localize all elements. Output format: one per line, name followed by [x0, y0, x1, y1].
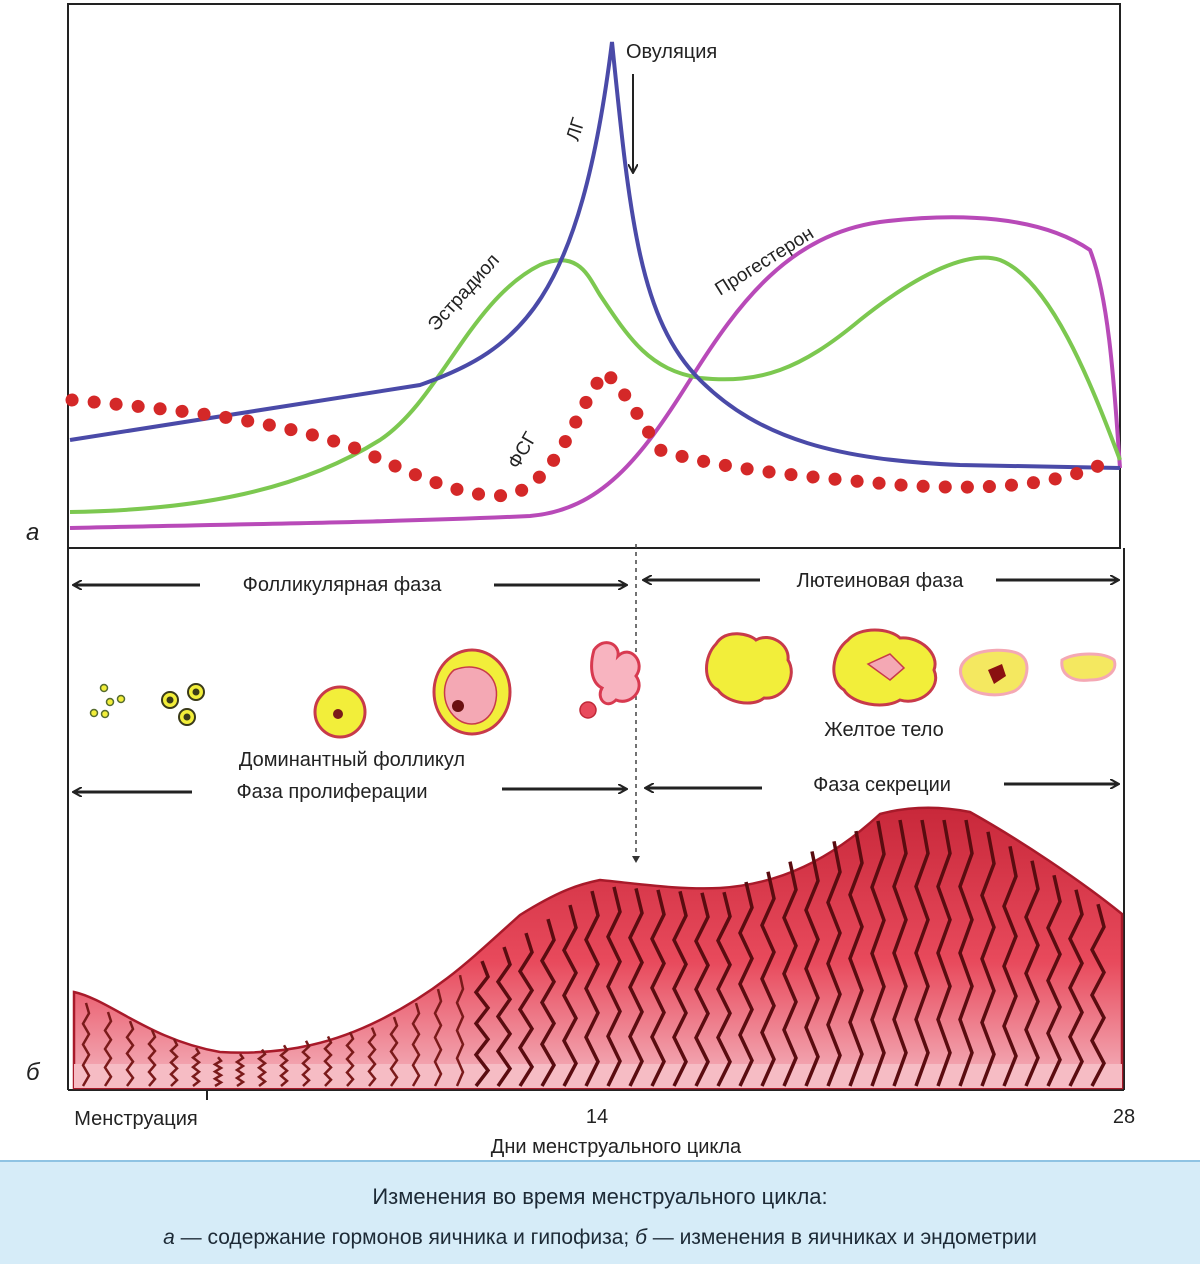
caption-b-text: — изменения в яичниках и эндометрии	[646, 1226, 1037, 1249]
endometrial-gland	[1090, 903, 1106, 1087]
endometrial-gland	[936, 819, 952, 1087]
endometrial-gland	[848, 830, 864, 1087]
caption-b-letter: б	[635, 1226, 647, 1249]
progesterone-curve	[69, 215, 1122, 530]
endometrial-gland	[980, 831, 996, 1087]
endometrial-gland	[81, 1002, 91, 1087]
dominant-follicle-label: Доминантный фолликул	[239, 749, 465, 771]
endometrial-gland	[914, 819, 930, 1087]
endometrial-gland	[958, 819, 974, 1087]
endometrial-gland	[1002, 845, 1018, 1087]
corpus-luteum-3	[959, 648, 1029, 697]
endometrial-gland	[826, 840, 842, 1087]
fsh-curve	[65, 362, 1122, 503]
panel-b-letter: б	[26, 1059, 41, 1086]
primordial-follicles	[89, 683, 126, 719]
endometrial-gland	[716, 891, 732, 1087]
endometrium	[72, 806, 1124, 1090]
endometrial-gland	[495, 946, 513, 1087]
endometrial-gland	[870, 820, 886, 1087]
panel-a-letter: а	[26, 519, 39, 546]
endometrial-gland	[1024, 860, 1040, 1087]
endometrial-gland	[169, 1038, 179, 1087]
endometrial-gland	[147, 1029, 157, 1087]
endometrial-gland	[760, 871, 776, 1087]
progesterone-label: Прогестерон	[712, 223, 818, 300]
ruptured-follicle	[579, 641, 641, 719]
endometrial-gland	[279, 1044, 289, 1087]
endometrial-gland	[517, 932, 535, 1087]
endometrial-gland	[694, 892, 710, 1087]
endometrial-gland	[212, 1056, 224, 1088]
endometrial-gland	[411, 1002, 421, 1087]
caption-a-text: — содержание гормонов яичника и гипофиза…	[174, 1226, 636, 1249]
endometrial-gland	[1046, 874, 1062, 1087]
endometrial-gland	[433, 988, 443, 1087]
x-axis-title: Дни менструального цикла	[491, 1136, 742, 1158]
endometrial-gland	[1068, 889, 1084, 1087]
corpus-luteum-1	[705, 632, 793, 705]
endometrial-gland	[738, 881, 754, 1087]
endometrial-gland	[804, 851, 820, 1087]
caption-box: Изменения во время менструального цикла:…	[0, 1160, 1200, 1264]
proliferation-phase-label: Фаза пролиферации	[236, 781, 427, 803]
endometrial-gland	[256, 1048, 268, 1087]
caption-description: а — содержание гормонов яичника и гипофи…	[0, 1226, 1200, 1250]
endometrial-gland	[345, 1031, 355, 1087]
endometrial-gland	[584, 890, 600, 1087]
endometrial-gland	[672, 890, 688, 1087]
panel-a-frame	[67, 3, 1121, 549]
day-28-label: 28	[1113, 1106, 1135, 1128]
endometrial-gland	[301, 1040, 311, 1087]
caption-title: Изменения во время менструального цикла:	[372, 1184, 828, 1209]
corpus-albicans	[1060, 652, 1117, 682]
endometrial-gland	[606, 886, 622, 1087]
menstruation-label: Менструация	[74, 1108, 197, 1130]
dominant-follicle	[432, 648, 512, 736]
endometrial-gland	[389, 1016, 399, 1087]
endometrial-gland	[323, 1035, 333, 1087]
endometrial-gland	[628, 887, 644, 1087]
luteal-phase-label: Лютеиновая фаза	[797, 570, 965, 592]
corpus-luteum-2	[832, 628, 938, 707]
endometrial-gland	[539, 918, 557, 1087]
endometrial-gland	[562, 904, 578, 1087]
day-14-label: 14	[586, 1106, 608, 1128]
estradiol-label: Эстрадиол	[424, 250, 504, 335]
ovulation-label: Овуляция	[626, 41, 717, 63]
endometrial-gland	[103, 1011, 113, 1087]
endometrial-gland	[234, 1053, 246, 1088]
menstrual-cycle-diagram: а Овуляция ЛГ Эстрадиол Прогестерон ФСГ …	[26, 3, 1135, 1158]
endometrial-glands	[81, 819, 1106, 1088]
endometrial-gland	[892, 819, 908, 1087]
fsh-label: ФСГ	[504, 429, 541, 473]
lh-curve	[69, 41, 1121, 470]
endometrial-gland	[367, 1027, 377, 1087]
secondary-follicle	[313, 685, 367, 739]
follicular-phase-label: Фолликулярная фаза	[243, 574, 443, 596]
endometrial-gland	[650, 889, 666, 1087]
corpus-luteum-label: Желтое тело	[824, 719, 944, 741]
endometrial-gland	[782, 861, 798, 1087]
endometrial-gland	[190, 1047, 202, 1087]
lh-label: ЛГ	[563, 115, 590, 143]
secretion-phase-label: Фаза секреции	[813, 774, 951, 796]
endometrial-gland	[455, 974, 465, 1087]
endometrial-gland	[125, 1020, 135, 1087]
endometrial-gland	[473, 960, 491, 1088]
estradiol-curve	[69, 255, 1122, 514]
caption-a-letter: а	[163, 1226, 175, 1249]
primary-follicles	[161, 683, 205, 726]
